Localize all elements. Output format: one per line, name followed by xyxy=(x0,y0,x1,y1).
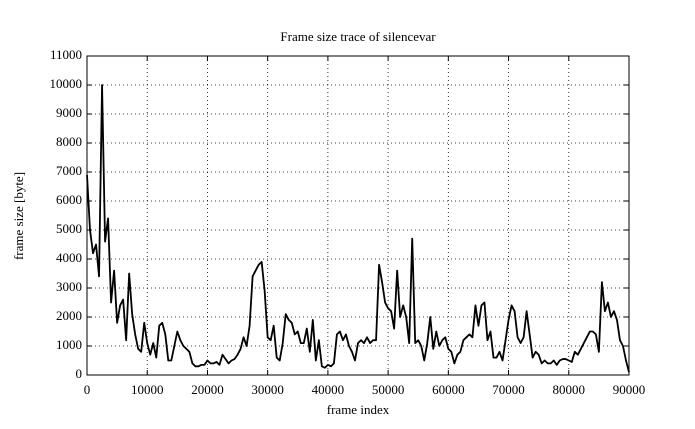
y-tick-label: 6000 xyxy=(56,192,82,207)
y-tick-label: 2000 xyxy=(56,308,82,323)
x-tick-label: 90000 xyxy=(613,382,646,397)
x-tick-label: 10000 xyxy=(131,382,164,397)
x-tick-label: 70000 xyxy=(492,382,525,397)
x-tick-label: 60000 xyxy=(432,382,465,397)
y-tick-label: 4000 xyxy=(56,250,82,265)
x-tick-label: 30000 xyxy=(251,382,284,397)
chart-title: Frame size trace of silencevar xyxy=(280,29,436,44)
y-tick-label: 11000 xyxy=(50,47,82,62)
y-tick-label: 10000 xyxy=(50,76,83,91)
y-tick-label: 3000 xyxy=(56,279,82,294)
x-tick-label: 80000 xyxy=(553,382,586,397)
y-tick-label: 8000 xyxy=(56,134,82,149)
y-tick-label: 7000 xyxy=(56,163,82,178)
x-tick-label: 20000 xyxy=(191,382,224,397)
x-tick-label: 50000 xyxy=(372,382,405,397)
x-tick-label: 40000 xyxy=(312,382,345,397)
x-axis-label: frame index xyxy=(327,402,390,417)
plot-frame xyxy=(86,55,630,376)
data-line xyxy=(86,84,630,373)
y-tick-label: 5000 xyxy=(56,221,82,236)
y-tick-label: 1000 xyxy=(56,337,82,352)
y-tick-label: 9000 xyxy=(56,105,82,120)
y-tick-label: 0 xyxy=(76,366,83,381)
x-tick-label: 0 xyxy=(84,382,91,397)
y-axis-label: frame size [byte] xyxy=(11,172,26,260)
